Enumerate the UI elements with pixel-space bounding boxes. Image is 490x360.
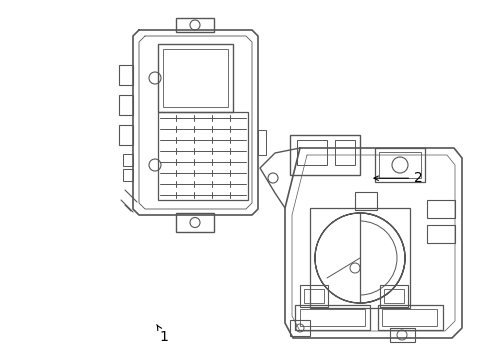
- Bar: [310, 208, 410, 308]
- Bar: [158, 112, 248, 200]
- Bar: [379, 152, 421, 178]
- Bar: [290, 320, 310, 336]
- Bar: [427, 225, 455, 243]
- Bar: [300, 285, 328, 307]
- Bar: [297, 140, 327, 165]
- Bar: [380, 285, 408, 307]
- Bar: [375, 148, 425, 182]
- Bar: [378, 305, 443, 330]
- Bar: [295, 305, 370, 330]
- Bar: [355, 192, 377, 210]
- Bar: [258, 130, 266, 155]
- Bar: [390, 328, 415, 342]
- Bar: [176, 213, 214, 232]
- Bar: [304, 289, 324, 303]
- Bar: [427, 200, 455, 218]
- Bar: [123, 154, 133, 166]
- Bar: [300, 309, 365, 326]
- Bar: [119, 65, 133, 85]
- Bar: [382, 309, 437, 326]
- Bar: [119, 95, 133, 115]
- Bar: [119, 125, 133, 145]
- Bar: [158, 44, 233, 112]
- Bar: [335, 140, 355, 165]
- Text: 1: 1: [157, 325, 169, 344]
- Text: 2: 2: [374, 171, 423, 185]
- Bar: [123, 169, 133, 181]
- Bar: [290, 135, 360, 175]
- Bar: [384, 289, 404, 303]
- Bar: [176, 18, 214, 32]
- Bar: [163, 49, 228, 107]
